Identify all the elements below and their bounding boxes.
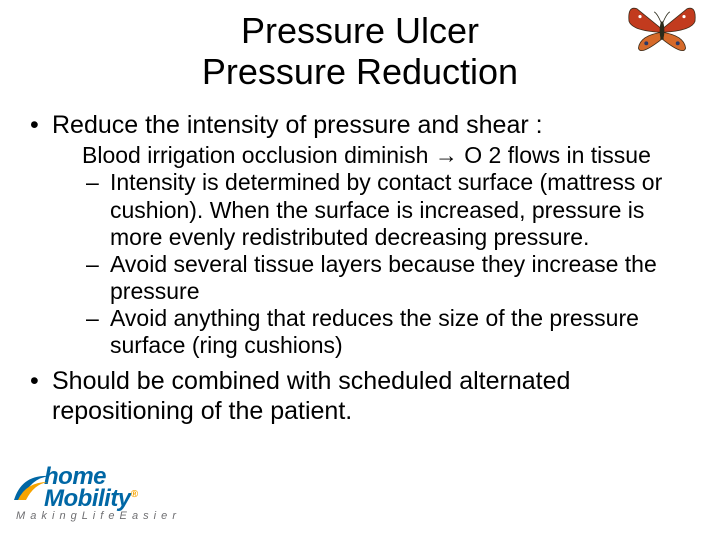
bullet-list: Reduce the intensity of pressure and she…: [22, 111, 698, 141]
logo-registered: ®: [131, 489, 138, 500]
slide-title: Pressure Ulcer Pressure Reduction: [0, 0, 720, 103]
slide: Pressure Ulcer Pressure Reduction Reduce…: [0, 0, 720, 540]
logo-tagline: M a k i n g L i f e E a s i e r: [16, 510, 186, 522]
bullet-1-subtext: Blood irrigation occlusion diminish → O …: [22, 142, 698, 169]
home-mobility-logo: home Mobility® M a k i n g L i f e E a s…: [16, 466, 186, 524]
butterfly-icon: [622, 4, 702, 59]
bullet-item-2: Should be combined with scheduled altern…: [22, 367, 698, 426]
dash-item-3: Avoid anything that reduces the size of …: [82, 305, 698, 359]
dash-item-2: Avoid several tissue layers because they…: [82, 251, 698, 305]
logo-swoosh-icon: [12, 470, 52, 504]
logo-mid-text: Mobility: [44, 485, 131, 512]
slide-body: Reduce the intensity of pressure and she…: [0, 111, 720, 427]
bullet-list-2: Should be combined with scheduled altern…: [22, 367, 698, 426]
dash-list: Intensity is determined by contact surfa…: [82, 169, 698, 359]
dash-item-1: Intensity is determined by contact surfa…: [82, 169, 698, 250]
title-line-2: Pressure Reduction: [0, 51, 720, 92]
title-line-1: Pressure Ulcer: [0, 10, 720, 51]
bullet-item-1: Reduce the intensity of pressure and she…: [22, 111, 698, 141]
